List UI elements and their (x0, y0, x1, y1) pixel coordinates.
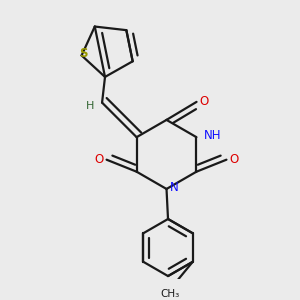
Text: O: O (230, 153, 239, 166)
Text: O: O (200, 95, 209, 108)
Text: N: N (169, 181, 178, 194)
Text: H: H (86, 100, 94, 111)
Text: CH₃: CH₃ (160, 289, 180, 299)
Text: O: O (94, 153, 104, 166)
Text: S: S (79, 47, 87, 61)
Text: NH: NH (204, 129, 221, 142)
